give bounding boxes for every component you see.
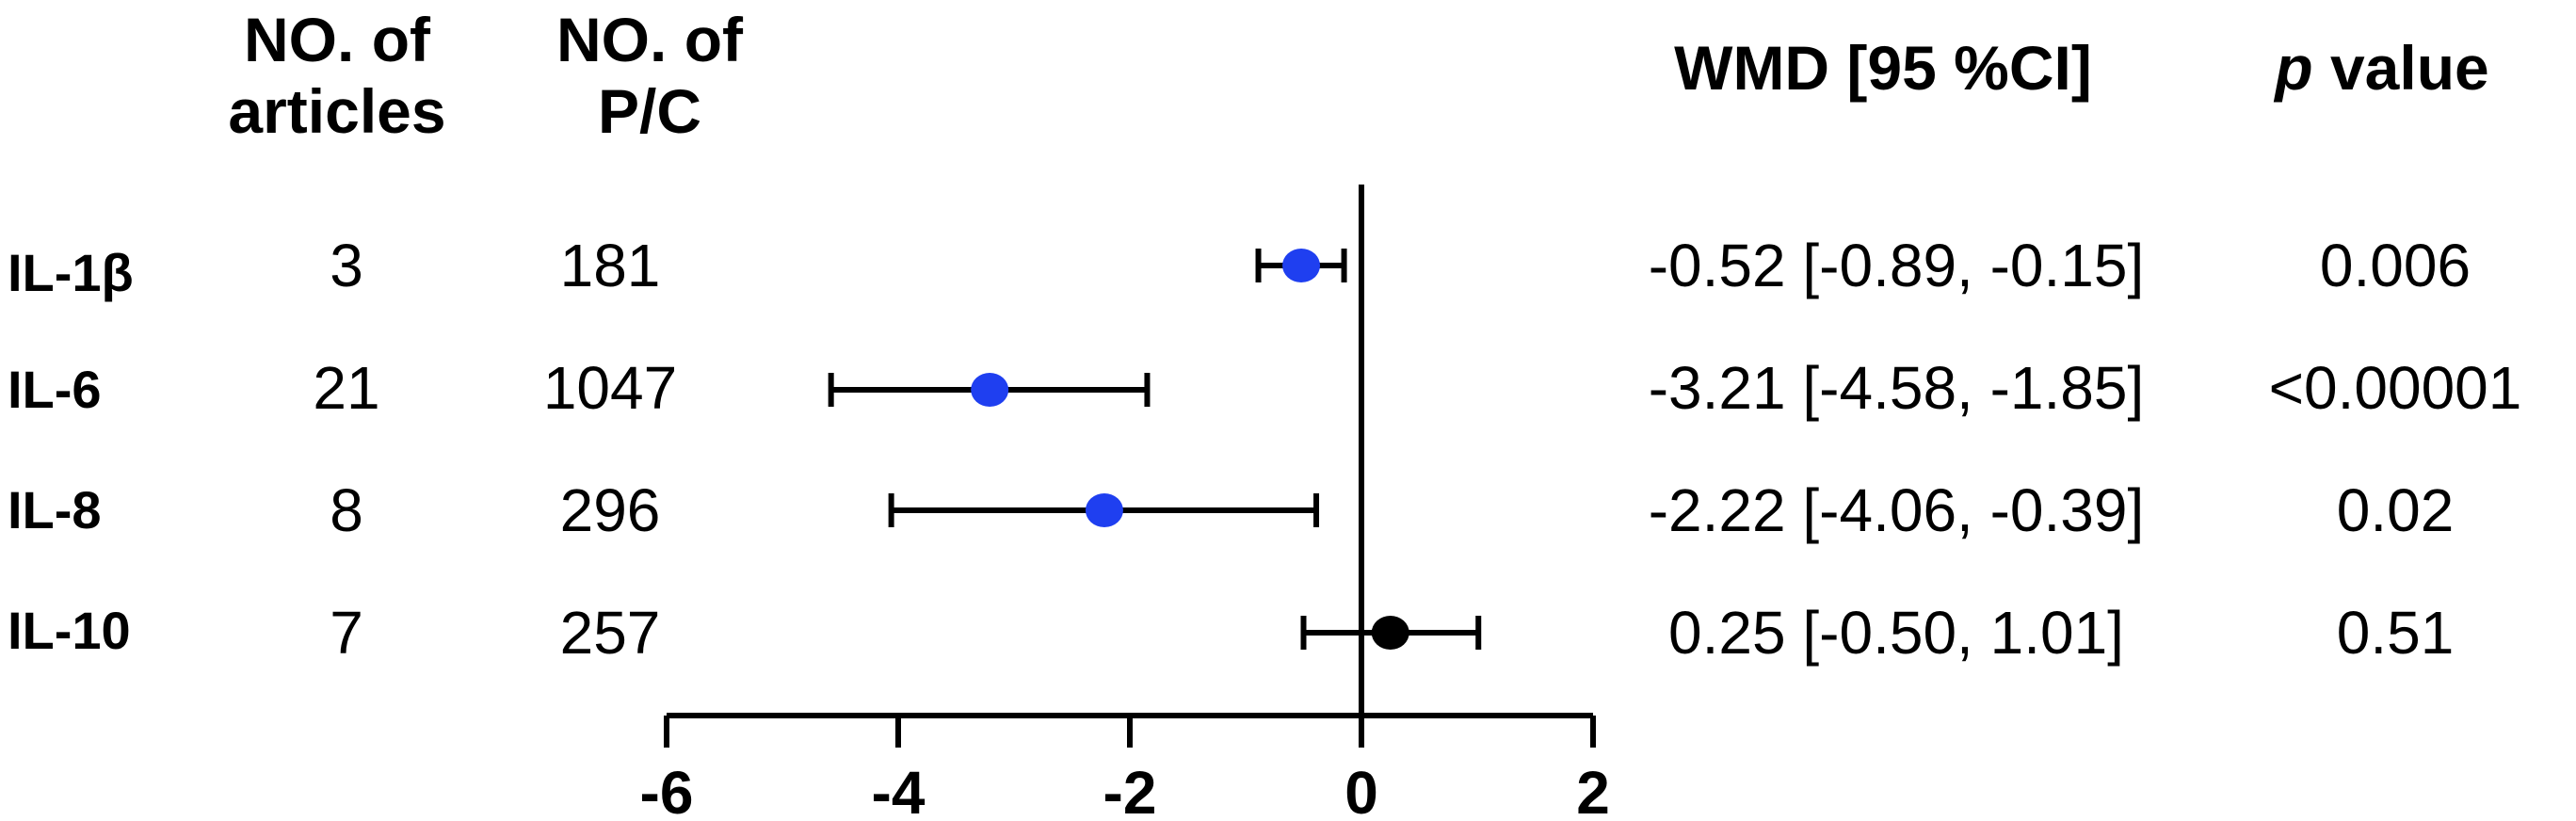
row-label: IL-10 <box>8 601 131 660</box>
point-estimate <box>1371 616 1409 650</box>
pc-count: 1047 <box>542 354 678 422</box>
header-p-value: p value <box>2222 32 2542 104</box>
header-pc-line2: P/C <box>597 76 702 146</box>
wmd-ci: 0.25 [-0.50, 1.01] <box>1668 599 2124 667</box>
row-label: IL-8 <box>8 480 102 539</box>
header-pc-line1: NO. of <box>556 5 743 74</box>
header-wmd: WMD [95 %CI] <box>1638 32 2128 104</box>
point-estimate <box>1085 493 1123 527</box>
point-estimate <box>1282 249 1321 282</box>
articles-count: 21 <box>313 354 380 422</box>
p-value: <0.00001 <box>2268 354 2522 422</box>
wmd-ci: -3.21 [-4.58, -1.85] <box>1648 354 2145 422</box>
header-articles-line1: NO. of <box>244 5 430 74</box>
pc-count: 181 <box>559 232 661 299</box>
wmd-ci: -0.52 [-0.89, -0.15] <box>1648 232 2145 299</box>
header-articles: NO. of articles <box>215 4 459 147</box>
p-value: 0.02 <box>2336 476 2455 544</box>
x-tick-label: -2 <box>1103 759 1157 821</box>
header-pc: NO. of P/C <box>527 4 772 147</box>
pc-count: 296 <box>559 476 661 544</box>
articles-count: 7 <box>330 599 363 667</box>
p-value: 0.51 <box>2336 599 2455 667</box>
x-tick-label: -4 <box>872 759 926 821</box>
row-label: IL-6 <box>8 360 102 419</box>
point-estimate <box>971 373 1009 407</box>
header-p-italic: p <box>2275 33 2313 103</box>
x-tick-label: 0 <box>1344 759 1378 821</box>
row-label: IL-1β <box>8 243 134 302</box>
header-wmd-text: WMD [95 %CI] <box>1674 33 2092 103</box>
wmd-ci: -2.22 [-4.06, -0.39] <box>1648 476 2145 544</box>
p-value: 0.006 <box>2319 232 2471 299</box>
header-articles-line2: articles <box>228 76 446 146</box>
x-tick-label: 2 <box>1576 759 1610 821</box>
pc-count: 257 <box>559 599 661 667</box>
header-p-rest: value <box>2312 33 2489 103</box>
x-tick-label: -6 <box>640 759 694 821</box>
articles-count: 8 <box>330 476 363 544</box>
articles-count: 3 <box>330 232 363 299</box>
